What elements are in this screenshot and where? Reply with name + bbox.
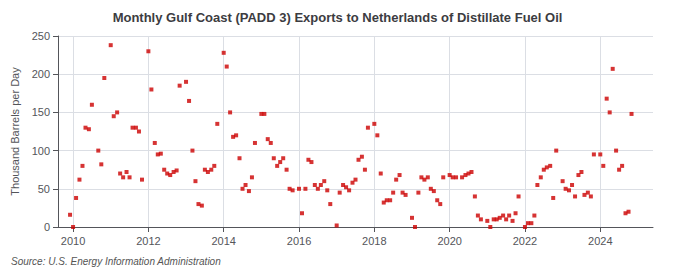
svg-text:2012: 2012 — [136, 235, 160, 247]
svg-text:50: 50 — [38, 183, 50, 195]
svg-text:250: 250 — [32, 30, 50, 42]
svg-text:2024: 2024 — [588, 235, 612, 247]
svg-text:200: 200 — [32, 68, 50, 80]
svg-text:2014: 2014 — [211, 235, 235, 247]
svg-text:2010: 2010 — [61, 235, 85, 247]
svg-text:100: 100 — [32, 145, 50, 157]
svg-text:2020: 2020 — [437, 235, 461, 247]
svg-text:2018: 2018 — [362, 235, 386, 247]
svg-text:0: 0 — [44, 221, 50, 233]
svg-text:Monthly Gulf Coast (PADD 3) Ex: Monthly Gulf Coast (PADD 3) Exports to N… — [113, 10, 563, 25]
svg-text:150: 150 — [32, 106, 50, 118]
svg-text:2016: 2016 — [287, 235, 311, 247]
svg-text:Thousand Barrels per Day: Thousand Barrels per Day — [9, 67, 21, 196]
svg-text:Source: U.S. Energy Informatio: Source: U.S. Energy Information Administ… — [11, 256, 221, 267]
svg-text:2022: 2022 — [513, 235, 537, 247]
